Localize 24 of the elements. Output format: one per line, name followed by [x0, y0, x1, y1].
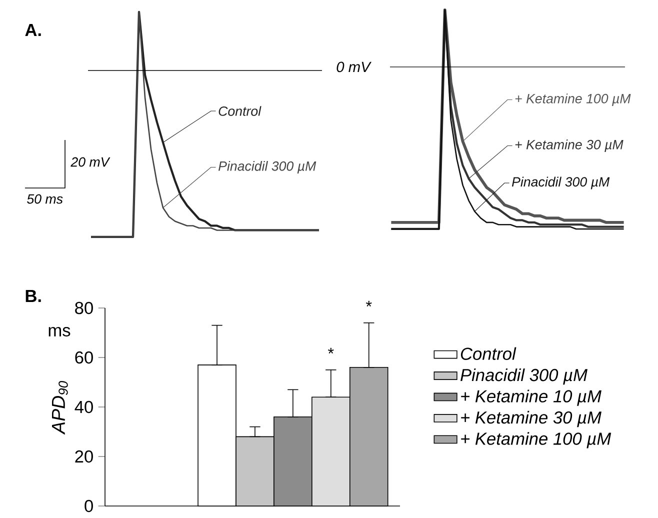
text: Pinacidil 300 µM: [512, 176, 610, 190]
legend-label: + Ketamine 30 µM: [461, 410, 602, 428]
text: *: [366, 300, 372, 307]
text: Pinacidil 300 µM: [218, 161, 316, 174]
text: A.: [25, 24, 41, 36]
annotation: *: [328, 348, 334, 354]
text: 50 ms: [27, 194, 63, 204]
annotation: 20 mV: [70, 157, 110, 167]
chart-title: B.: [26, 290, 41, 302]
text: Control: [218, 106, 262, 116]
y-tick-label: 0: [84, 500, 93, 512]
legend-label: + Ketamine 100 µM: [461, 432, 612, 448]
text: + Ketamine 30 µM: [515, 140, 624, 152]
ref-line-label: 0 mV: [336, 62, 372, 72]
y-tick-label: 40: [74, 400, 93, 414]
y-tick-label: 20: [75, 450, 93, 463]
y-axis-title: APD$_{90}$: [52, 380, 68, 435]
y-tick-label: 80: [75, 302, 93, 314]
legend-label: + Ketamine 10 µM: [461, 390, 602, 406]
y-tick-label: 60: [75, 351, 93, 364]
legend-label: Pinacidil 300 µM: [460, 368, 588, 385]
text: + Ketamine 100 µM: [515, 94, 631, 106]
text: ms: [48, 327, 70, 336]
legend-label: Control: [460, 347, 516, 360]
